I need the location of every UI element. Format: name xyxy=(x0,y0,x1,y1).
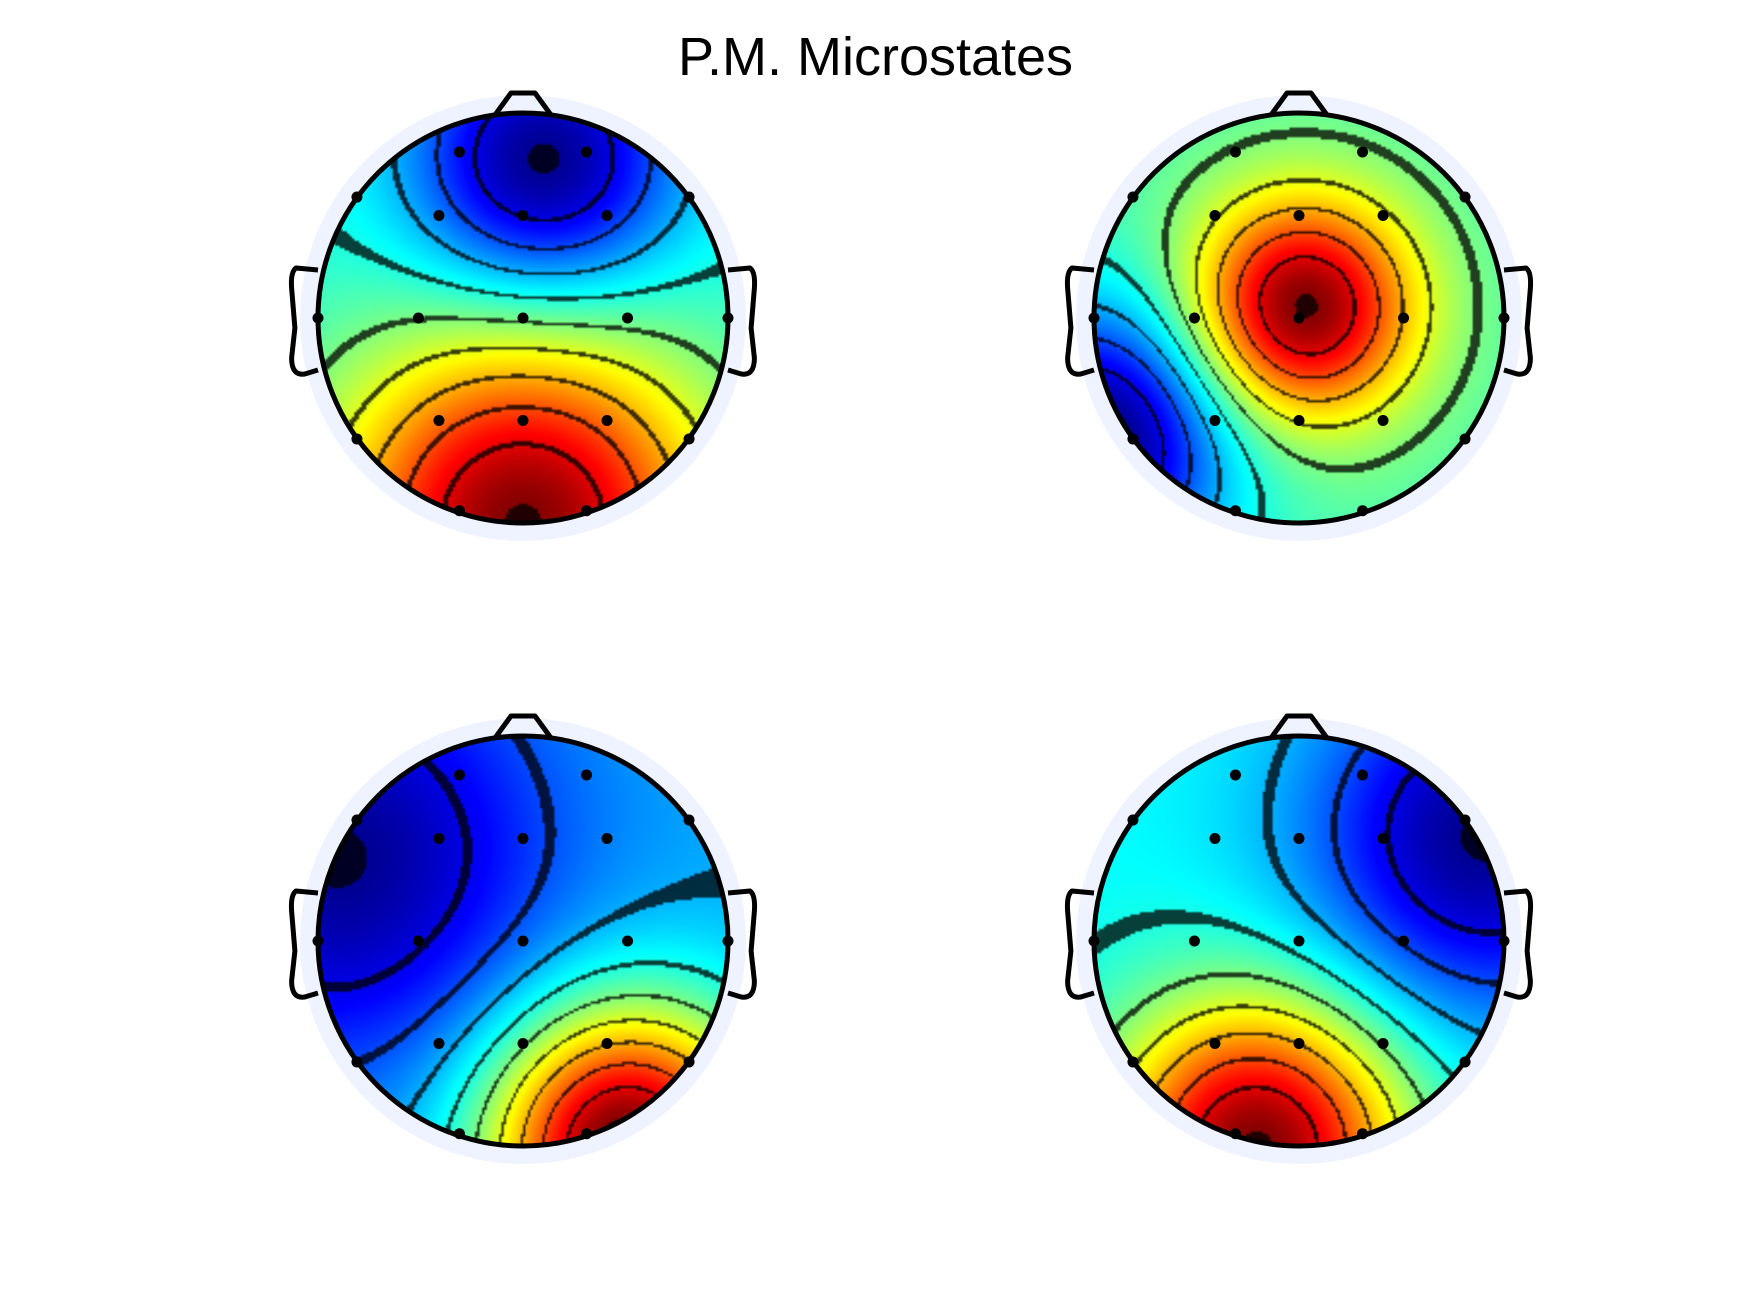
electrode-dot xyxy=(453,146,465,158)
right-ear-outline xyxy=(1503,888,1534,1000)
electrode-dot xyxy=(1188,935,1200,947)
left-ear-outline xyxy=(288,265,319,377)
left-ear-outline xyxy=(288,888,319,1000)
electrode-dot xyxy=(1498,935,1510,947)
electrode-dot xyxy=(453,769,465,781)
electrode-dot xyxy=(517,1038,529,1049)
electrode-dot xyxy=(581,769,593,781)
electrode-dot xyxy=(412,312,424,324)
topo-map-2 xyxy=(1064,90,1534,541)
electrode-dot xyxy=(1127,433,1139,445)
electrode-dot xyxy=(581,146,593,158)
electrode-dot xyxy=(517,312,529,324)
electrode-dot xyxy=(1127,191,1139,203)
electrode-dot xyxy=(312,935,324,947)
electrode-dot xyxy=(601,210,613,221)
nose-outline xyxy=(1268,713,1330,740)
electrode-dot xyxy=(1357,1128,1369,1140)
electrode-dot xyxy=(312,312,324,324)
electrode-dot xyxy=(1377,415,1389,426)
electrode-dot xyxy=(601,833,613,844)
electrode-dot xyxy=(581,505,593,517)
electrode-dot xyxy=(1293,1038,1305,1049)
electrode-dot xyxy=(1377,833,1389,844)
electrode-dot xyxy=(351,191,363,203)
electrode-dot xyxy=(1229,1128,1241,1140)
electrode-dot xyxy=(1209,1038,1221,1049)
electrode-dot xyxy=(722,935,734,947)
electrode-dot xyxy=(1459,191,1471,203)
electrode-dot xyxy=(1459,1056,1471,1068)
electrode-dot xyxy=(622,935,634,947)
electrode-dot xyxy=(453,1128,465,1140)
electrode-dot xyxy=(601,415,613,426)
topo-map-3 xyxy=(288,713,758,1164)
electrode-dot xyxy=(1398,312,1410,324)
electrode-dot xyxy=(1293,210,1305,221)
nose-outline xyxy=(492,90,554,117)
electrode-dot xyxy=(517,210,529,221)
electrode-dot xyxy=(683,1056,695,1068)
electrode-dot xyxy=(1209,415,1221,426)
electrode-dot xyxy=(1398,935,1410,947)
electrode-dot xyxy=(1357,769,1369,781)
electrode-dot xyxy=(412,935,424,947)
electrode-dot xyxy=(1088,935,1100,947)
electrode-dot xyxy=(683,433,695,445)
electrode-dot xyxy=(351,433,363,445)
electrode-dot xyxy=(581,1128,593,1140)
electrode-dot xyxy=(683,191,695,203)
electrode-dot xyxy=(433,415,445,426)
electrode-dot xyxy=(1209,833,1221,844)
electrode-dot xyxy=(1229,146,1241,158)
electrode-dot xyxy=(622,312,634,324)
electrode-dot xyxy=(1498,312,1510,324)
electrode-dot xyxy=(1357,146,1369,158)
electrode-dot xyxy=(1357,505,1369,517)
electrode-dot xyxy=(1293,415,1305,426)
left-ear-outline xyxy=(1064,265,1095,377)
electrode-dot xyxy=(433,1038,445,1049)
electrode-dot xyxy=(601,1038,613,1049)
electrode-dot xyxy=(1188,312,1200,324)
right-ear-outline xyxy=(1503,265,1534,377)
electrode-dot xyxy=(1229,505,1241,517)
topo-map-4 xyxy=(1064,713,1534,1164)
electrode-dot xyxy=(351,814,363,826)
electrode-dot xyxy=(1293,935,1305,947)
electrode-dot xyxy=(1209,210,1221,221)
electrode-dot xyxy=(1127,1056,1139,1068)
right-ear-outline xyxy=(727,888,758,1000)
nose-outline xyxy=(492,713,554,740)
electrode-dot xyxy=(1459,433,1471,445)
electrode-dot xyxy=(1377,210,1389,221)
nose-outline xyxy=(1268,90,1330,117)
electrode-dot xyxy=(1127,814,1139,826)
topo-map-1 xyxy=(288,90,758,541)
right-ear-outline xyxy=(727,265,758,377)
electrode-dot xyxy=(1229,769,1241,781)
electrode-dot xyxy=(517,833,529,844)
electrode-dot xyxy=(1293,312,1305,324)
electrode-dot xyxy=(1377,1038,1389,1049)
electrode-dot xyxy=(433,833,445,844)
electrode-dot xyxy=(683,814,695,826)
electrode-dot xyxy=(722,312,734,324)
electrode-dot xyxy=(1088,312,1100,324)
electrode-dot xyxy=(517,415,529,426)
electrode-dot xyxy=(351,1056,363,1068)
electrode-dot xyxy=(433,210,445,221)
chart-title: P.M. Microstates xyxy=(677,27,1074,87)
electrode-dot xyxy=(1293,833,1305,844)
electrode-dot xyxy=(517,935,529,947)
electrode-dot xyxy=(453,505,465,517)
left-ear-outline xyxy=(1064,888,1095,1000)
electrode-dot xyxy=(1459,814,1471,826)
